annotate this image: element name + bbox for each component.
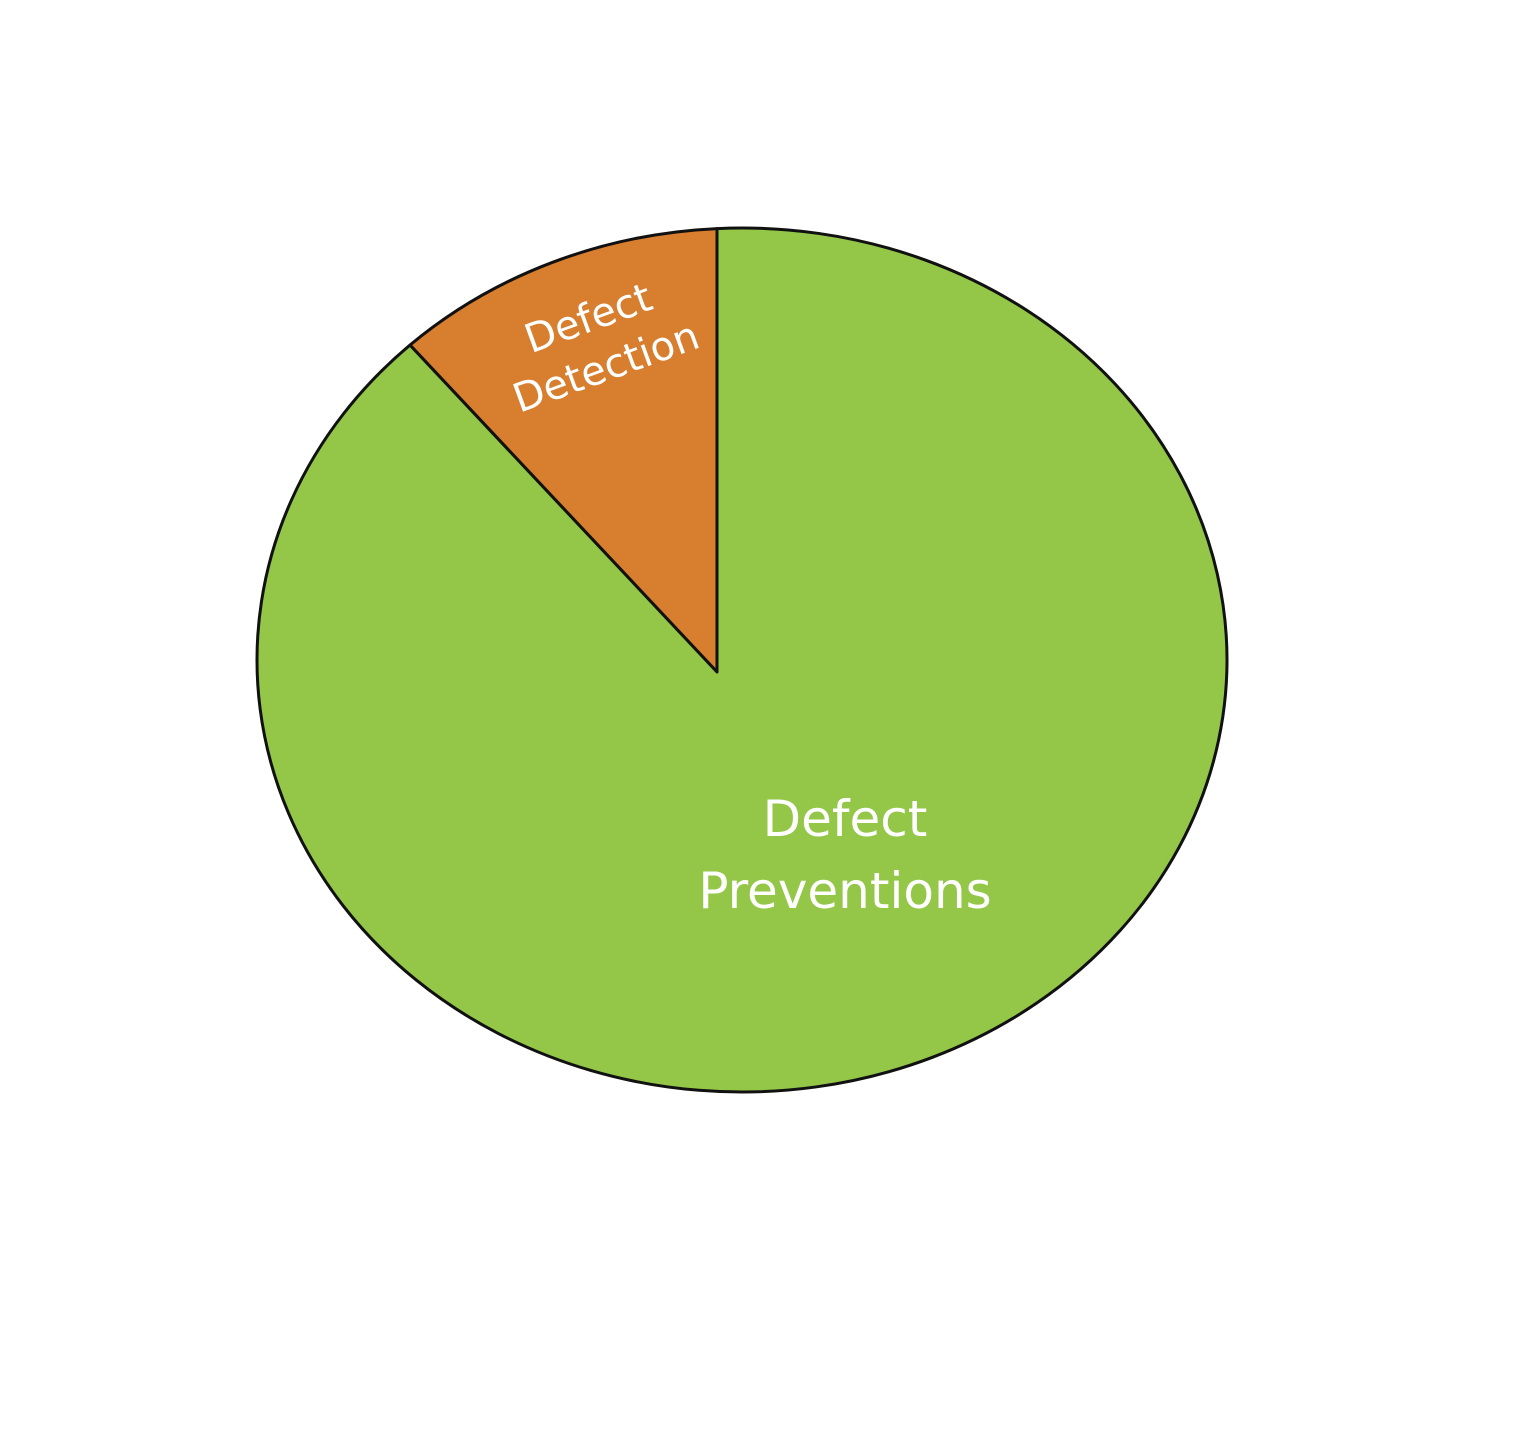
pie-slice-defect-preventions	[255, 226, 1229, 1094]
slice-label-line: Defect	[763, 790, 928, 848]
pie-slice-defect-detection	[408, 227, 719, 674]
slice-label-line: Preventions	[698, 862, 991, 920]
slice-label-defect-preventions: Defect Preventions	[698, 790, 991, 920]
